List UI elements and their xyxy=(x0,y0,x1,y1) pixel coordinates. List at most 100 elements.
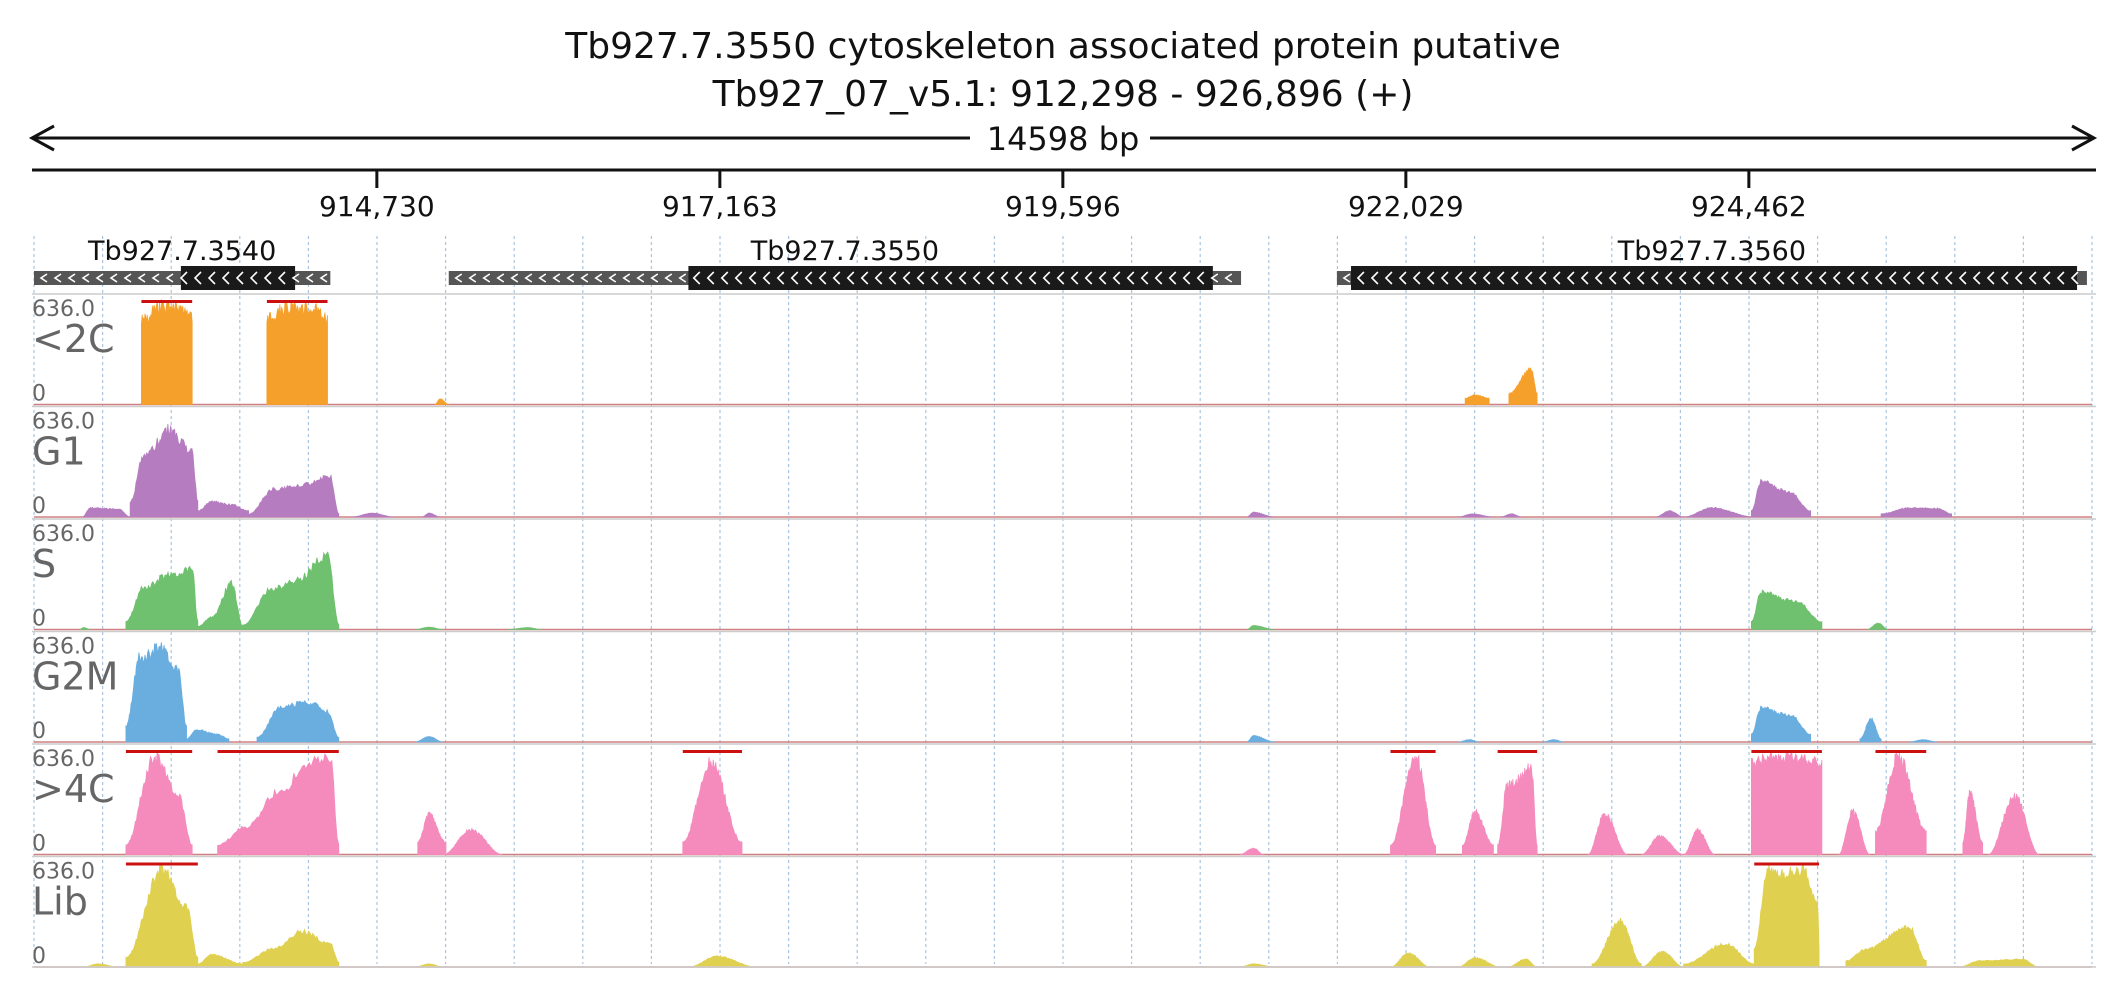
clip-marker xyxy=(1754,862,1820,866)
span-label: 14598 bp xyxy=(987,120,1140,158)
strand-arrow-icon xyxy=(1804,271,1813,285)
strand-arrow-icon xyxy=(664,273,673,283)
strand-arrow-icon xyxy=(1126,271,1135,285)
coverage-area xyxy=(1909,739,1938,743)
strand-arrow-icon xyxy=(636,273,645,283)
gene-track: Tb927.7.3540 Tb927.7.3550 Tb927.7.3560 xyxy=(34,236,2087,290)
coverage-area xyxy=(1751,478,1812,518)
strand-arrow-icon xyxy=(776,271,785,285)
strand-arrow-icon xyxy=(1342,273,1351,283)
axis-ticks: 914,730 917,163 919,596 922,029 924,462 xyxy=(319,170,1807,223)
strand-arrow-icon xyxy=(1468,271,1477,285)
track-name: <2C xyxy=(32,317,115,361)
coverage-area xyxy=(197,953,244,968)
coverage-area xyxy=(197,579,244,630)
strand-arrow-icon xyxy=(860,271,869,285)
strand-arrow-icon xyxy=(496,273,505,283)
coverage-area xyxy=(434,398,449,405)
coverage-area xyxy=(217,752,340,855)
strand-arrow-icon xyxy=(1986,271,1995,285)
strand-arrow-icon xyxy=(594,273,603,283)
strand-arrow-icon xyxy=(1846,271,1855,285)
axis-tick-label: 922,029 xyxy=(1348,190,1464,223)
strand-arrow-icon xyxy=(1720,271,1729,285)
strand-arrow-icon xyxy=(151,273,160,283)
strand-arrow-icon xyxy=(720,271,729,285)
strand-arrow-icon xyxy=(1084,271,1093,285)
strand-arrow-icon xyxy=(538,273,547,283)
strand-arrow-icon xyxy=(1930,271,1939,285)
gene-label: Tb927.7.3560 xyxy=(1617,236,1806,267)
coverage-area xyxy=(1683,827,1715,855)
strand-arrow-icon xyxy=(1706,271,1715,285)
strand-arrow-icon xyxy=(1454,271,1463,285)
strand-arrow-icon xyxy=(1482,271,1491,285)
coverage-area xyxy=(1390,952,1430,968)
strand-arrow-icon xyxy=(1860,271,1869,285)
strand-arrow-icon xyxy=(1510,271,1519,285)
strand-arrow-icon xyxy=(1496,271,1505,285)
coverage-area xyxy=(682,757,743,855)
chart-subtitle: Tb927_07_v5.1: 912,298 - 926,896 (+) xyxy=(712,74,1414,115)
strand-arrow-icon xyxy=(1056,271,1065,285)
strand-arrow-icon xyxy=(109,273,118,283)
y-min-label: 0 xyxy=(32,719,46,744)
strand-arrow-icon xyxy=(1664,271,1673,285)
coverage-area xyxy=(443,827,503,855)
coverage-area xyxy=(1880,507,1952,518)
strand-arrow-icon xyxy=(454,273,463,283)
strand-arrow-icon xyxy=(1182,271,1191,285)
strand-arrow-icon xyxy=(53,273,62,283)
coverage-area xyxy=(1859,717,1882,743)
coverage-area xyxy=(414,626,444,630)
gene-label: Tb927.7.3540 xyxy=(87,236,276,267)
coverage-area xyxy=(1542,739,1564,743)
strand-arrow-icon xyxy=(1958,271,1967,285)
strand-arrow-icon xyxy=(221,271,230,285)
strand-arrow-icon xyxy=(832,271,841,285)
coverage-area xyxy=(1751,705,1812,743)
strand-arrow-icon xyxy=(39,273,48,283)
strand-arrow-icon xyxy=(1398,271,1407,285)
clip-marker xyxy=(125,750,193,753)
strand-arrow-icon xyxy=(1622,271,1631,285)
y-min-label: 0 xyxy=(32,832,46,857)
strand-arrow-icon xyxy=(123,273,132,283)
strand-arrow-icon xyxy=(1140,271,1149,285)
strand-arrow-icon xyxy=(1888,271,1897,285)
strand-arrow-icon xyxy=(1112,271,1121,285)
coverage-area xyxy=(1239,847,1264,855)
strand-arrow-icon xyxy=(524,273,533,283)
strand-arrow-icon xyxy=(1524,271,1533,285)
strand-arrow-icon xyxy=(1098,271,1107,285)
coverage-area xyxy=(417,811,447,855)
strand-arrow-icon xyxy=(235,271,244,285)
strand-arrow-icon xyxy=(678,273,687,283)
strand-arrow-icon xyxy=(2056,271,2065,285)
strand-arrow-icon xyxy=(608,273,617,283)
coverage-area xyxy=(1390,754,1437,855)
y-max-label: 636.0 xyxy=(32,297,95,322)
coverage-area xyxy=(1508,367,1538,405)
strand-arrow-icon xyxy=(510,273,519,283)
clip-marker xyxy=(217,750,339,753)
coverage-area xyxy=(1641,950,1684,968)
gene-label: Tb927.7.3550 xyxy=(750,236,939,267)
strand-arrow-icon xyxy=(1196,271,1205,285)
strand-arrow-icon xyxy=(1874,271,1883,285)
strand-arrow-icon xyxy=(1000,271,1009,285)
strand-arrow-icon xyxy=(804,271,813,285)
clip-marker xyxy=(1751,750,1822,753)
strand-arrow-icon xyxy=(1168,271,1177,285)
strand-arrow-icon xyxy=(1608,271,1617,285)
coverage-area xyxy=(1875,751,1927,855)
strand-arrow-icon xyxy=(2070,271,2079,285)
coverage-area xyxy=(82,506,131,518)
coverage-area xyxy=(79,627,91,630)
y-min-label: 0 xyxy=(32,494,46,519)
coverage-area xyxy=(256,699,340,743)
strand-arrow-icon xyxy=(207,271,216,285)
strand-arrow-icon xyxy=(263,271,272,285)
strand-arrow-icon xyxy=(958,271,967,285)
